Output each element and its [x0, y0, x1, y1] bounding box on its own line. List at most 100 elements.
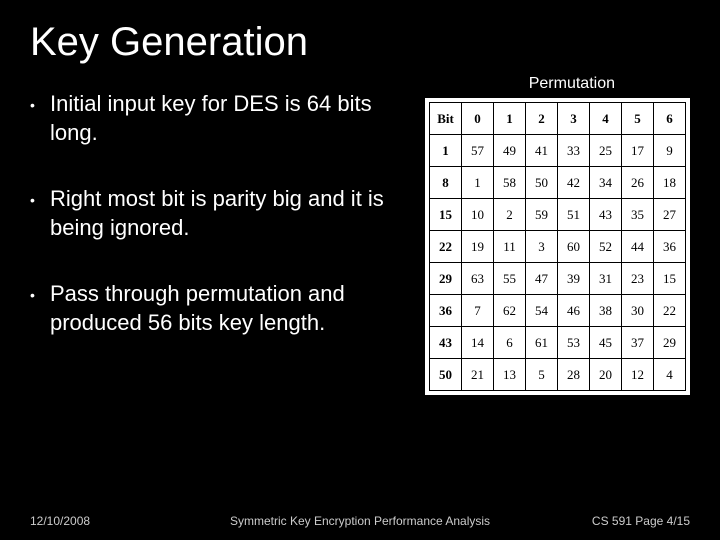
table-cell: 15: [654, 263, 686, 295]
table-row: 22 19 11 3 60 52 44 36: [430, 231, 686, 263]
table-row: 29 63 55 47 39 31 23 15: [430, 263, 686, 295]
table-cell: 44: [622, 231, 654, 263]
footer-page: CS 591 Page 4/15: [530, 514, 690, 528]
table-cell: 6: [494, 327, 526, 359]
table-row-header: 15: [430, 199, 462, 231]
bullet-item: • Right most bit is parity big and it is…: [30, 185, 390, 242]
table-header-cell: 0: [462, 103, 494, 135]
slide-title: Key Generation: [30, 20, 690, 65]
table-row-header: 22: [430, 231, 462, 263]
table-row-header: 29: [430, 263, 462, 295]
table-cell: 61: [526, 327, 558, 359]
table-cell: 60: [558, 231, 590, 263]
table-cell: 25: [590, 135, 622, 167]
table-cell: 29: [654, 327, 686, 359]
table-cell: 10: [462, 199, 494, 231]
table-cell: 1: [462, 167, 494, 199]
table-header-cell: 3: [558, 103, 590, 135]
bullet-marker-icon: •: [30, 90, 50, 147]
bullet-text: Right most bit is parity big and it is b…: [50, 185, 390, 242]
table-cell: 58: [494, 167, 526, 199]
table-cell: 50: [526, 167, 558, 199]
table-cell: 39: [558, 263, 590, 295]
permutation-table: Bit 0 1 2 3 4 5 6 1 57 49 41 33 25 17 9 …: [429, 102, 686, 391]
table-row-header: 1: [430, 135, 462, 167]
table-cell: 5: [526, 359, 558, 391]
footer-title: Symmetric Key Encryption Performance Ana…: [190, 514, 530, 528]
table-cell: 23: [622, 263, 654, 295]
footer-date: 12/10/2008: [30, 514, 190, 528]
table-cell: 63: [462, 263, 494, 295]
table-cell: 43: [590, 199, 622, 231]
table-cell: 53: [558, 327, 590, 359]
table-row-header: 50: [430, 359, 462, 391]
table-cell: 36: [654, 231, 686, 263]
bullet-item: • Pass through permutation and produced …: [30, 280, 390, 337]
table-cell: 55: [494, 263, 526, 295]
table-cell: 38: [590, 295, 622, 327]
permutation-table-container: Bit 0 1 2 3 4 5 6 1 57 49 41 33 25 17 9 …: [425, 98, 690, 395]
table-cell: 13: [494, 359, 526, 391]
bullet-text: Initial input key for DES is 64 bits lon…: [50, 90, 390, 147]
table-row-header: 36: [430, 295, 462, 327]
table-cell: 9: [654, 135, 686, 167]
table-cell: 14: [462, 327, 494, 359]
table-cell: 42: [558, 167, 590, 199]
table-cell: 33: [558, 135, 590, 167]
table-cell: 51: [558, 199, 590, 231]
table-row: 43 14 6 61 53 45 37 29: [430, 327, 686, 359]
table-cell: 37: [622, 327, 654, 359]
table-cell: 52: [590, 231, 622, 263]
table-cell: 45: [590, 327, 622, 359]
table-row: 8 1 58 50 42 34 26 18: [430, 167, 686, 199]
table-header-cell: 2: [526, 103, 558, 135]
bullet-text: Pass through permutation and produced 56…: [50, 280, 390, 337]
table-row-header: 8: [430, 167, 462, 199]
table-cell: 19: [462, 231, 494, 263]
table-cell: 17: [622, 135, 654, 167]
table-cell: 26: [622, 167, 654, 199]
table-cell: 22: [654, 295, 686, 327]
table-cell: 31: [590, 263, 622, 295]
permutation-label: Permutation: [529, 75, 615, 93]
table-cell: 27: [654, 199, 686, 231]
table-cell: 62: [494, 295, 526, 327]
table-cell: 12: [622, 359, 654, 391]
table-cell: 54: [526, 295, 558, 327]
table-row: 1 57 49 41 33 25 17 9: [430, 135, 686, 167]
table-cell: 28: [558, 359, 590, 391]
table-header-cell: Bit: [430, 103, 462, 135]
bullet-marker-icon: •: [30, 280, 50, 337]
table-cell: 57: [462, 135, 494, 167]
table-row: 50 21 13 5 28 20 12 4: [430, 359, 686, 391]
table-header-cell: 6: [654, 103, 686, 135]
table-header-cell: 4: [590, 103, 622, 135]
table-cell: 20: [590, 359, 622, 391]
table-cell: 46: [558, 295, 590, 327]
table-cell: 59: [526, 199, 558, 231]
table-row: 36 7 62 54 46 38 30 22: [430, 295, 686, 327]
table-row: 15 10 2 59 51 43 35 27: [430, 199, 686, 231]
table-cell: 30: [622, 295, 654, 327]
table-cell: 35: [622, 199, 654, 231]
table-cell: 21: [462, 359, 494, 391]
table-header-cell: 5: [622, 103, 654, 135]
footer: 12/10/2008 Symmetric Key Encryption Perf…: [0, 514, 720, 528]
bullet-marker-icon: •: [30, 185, 50, 242]
table-header-row: Bit 0 1 2 3 4 5 6: [430, 103, 686, 135]
table-cell: 7: [462, 295, 494, 327]
table-cell: 49: [494, 135, 526, 167]
table-cell: 47: [526, 263, 558, 295]
table-cell: 3: [526, 231, 558, 263]
table-cell: 18: [654, 167, 686, 199]
table-cell: 34: [590, 167, 622, 199]
table-cell: 11: [494, 231, 526, 263]
table-cell: 4: [654, 359, 686, 391]
slide: Key Generation Permutation • Initial inp…: [0, 0, 720, 540]
table-row-header: 43: [430, 327, 462, 359]
bullet-list: • Initial input key for DES is 64 bits l…: [30, 90, 410, 376]
table-header-cell: 1: [494, 103, 526, 135]
bullet-item: • Initial input key for DES is 64 bits l…: [30, 90, 390, 147]
table-cell: 2: [494, 199, 526, 231]
table-cell: 41: [526, 135, 558, 167]
